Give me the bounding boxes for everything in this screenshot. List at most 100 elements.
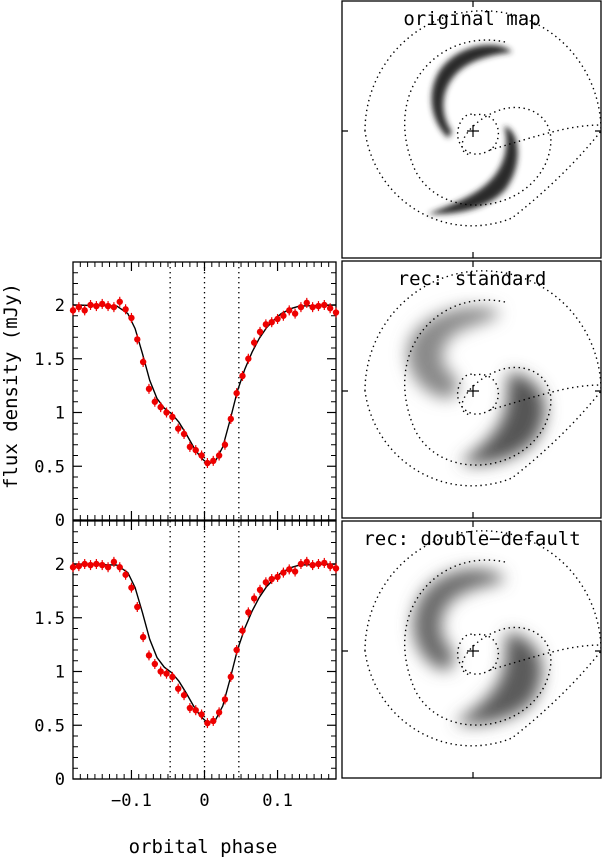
data-point	[233, 389, 240, 397]
data-point	[175, 425, 182, 432]
data-point	[245, 355, 252, 362]
data-point	[315, 560, 322, 568]
data-point	[239, 372, 246, 380]
data-point	[309, 303, 316, 311]
data-point	[309, 561, 316, 569]
light-curve-top-frame	[72, 261, 337, 521]
data-point	[268, 319, 275, 326]
y-tick-labels: 0 0.5 1 1.5 2	[34, 555, 65, 790]
map-panel-frame	[341, 520, 602, 779]
x-tick-label: 0.1	[262, 791, 293, 811]
data-point	[93, 302, 100, 310]
data-point	[145, 385, 153, 393]
data-point	[134, 603, 141, 611]
data-point	[163, 670, 170, 677]
data-point	[145, 652, 153, 659]
center-marker	[467, 645, 479, 657]
map-ticks	[342, 1, 601, 258]
data-point	[99, 300, 106, 308]
data-point	[128, 584, 135, 591]
light-curve-top-panel: 0 0.5 1 1.5 2	[34, 261, 340, 531]
data-point	[332, 309, 340, 316]
data-point	[204, 459, 211, 467]
data-point	[297, 560, 305, 568]
map-panel-double-default: rec: double−default	[341, 520, 602, 779]
data-point	[157, 403, 164, 411]
emission-blob	[407, 307, 546, 465]
data-point	[291, 310, 299, 317]
map-panel-frame	[341, 0, 602, 259]
map-title: original map	[403, 8, 540, 30]
data-point	[321, 301, 328, 309]
data-point	[268, 575, 275, 583]
data-point	[69, 564, 77, 571]
data-point	[297, 303, 305, 311]
data-point	[332, 565, 340, 572]
data-point	[262, 321, 270, 328]
data-point	[151, 660, 159, 668]
center-marker	[467, 125, 479, 137]
data-point	[75, 303, 83, 311]
data-point	[81, 307, 88, 314]
y-axis-title: flux density (mJy)	[0, 283, 22, 489]
map-title: rec: double−default	[363, 528, 580, 550]
data-point	[192, 446, 199, 454]
map-title: rec: standard	[398, 268, 547, 290]
data-point	[157, 668, 164, 675]
data-point	[104, 302, 112, 310]
data-point	[180, 430, 188, 438]
y-tick-label: 0	[55, 511, 65, 531]
data-point	[326, 305, 334, 312]
map-ticks	[342, 521, 601, 778]
data-point	[245, 609, 252, 616]
model-curve	[73, 304, 336, 465]
data-points-group	[69, 556, 340, 729]
data-point	[151, 398, 159, 405]
data-point	[286, 307, 293, 314]
data-point	[233, 646, 240, 654]
data-point	[87, 301, 94, 309]
y-tick-label: 1	[55, 663, 65, 683]
data-point	[186, 704, 194, 712]
data-point	[169, 673, 176, 681]
data-point	[227, 415, 234, 423]
data-point	[116, 564, 123, 571]
data-point	[250, 595, 258, 602]
data-point	[291, 568, 299, 575]
data-point	[256, 586, 264, 593]
data-point	[139, 633, 147, 641]
data-point	[280, 569, 287, 576]
data-point	[204, 719, 211, 727]
data-point	[122, 306, 129, 313]
data-point	[104, 564, 112, 571]
data-point	[315, 302, 322, 310]
data-point	[93, 560, 100, 568]
data-point	[163, 409, 170, 416]
y-tick-label: 2	[55, 296, 65, 316]
data-point	[221, 441, 229, 448]
data-point	[175, 685, 182, 692]
y-tick-label: 1.5	[34, 609, 65, 629]
data-point	[122, 571, 129, 578]
data-point	[210, 457, 217, 465]
x-axis-title: orbital phase	[129, 836, 278, 858]
data-point	[198, 452, 205, 459]
data-point	[186, 443, 194, 451]
data-point	[215, 452, 223, 459]
data-point	[128, 314, 135, 322]
roche-lobe-outline	[364, 530, 601, 747]
x-tick-label: 0	[199, 791, 209, 811]
data-point	[303, 299, 310, 307]
data-point	[198, 711, 205, 718]
model-curve-group	[73, 563, 336, 724]
y-tick-label: 0.5	[34, 716, 65, 736]
data-point	[180, 691, 188, 699]
data-point	[274, 573, 281, 581]
map-panel-original: original map	[341, 0, 602, 259]
data-point	[134, 336, 141, 343]
phase-marker-lines	[169, 262, 240, 520]
data-point	[286, 566, 293, 573]
y-tick-label: 0.5	[34, 457, 65, 477]
data-point	[321, 559, 328, 567]
model-curve-group	[73, 304, 336, 465]
